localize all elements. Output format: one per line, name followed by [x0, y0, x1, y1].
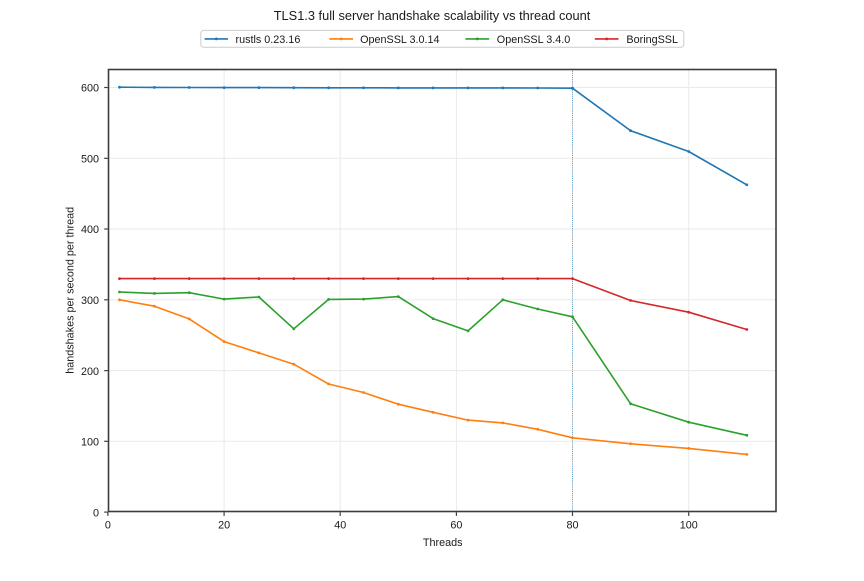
svg-text:Threads: Threads: [423, 537, 463, 549]
svg-text:60: 60: [450, 520, 462, 532]
svg-text:600: 600: [81, 83, 99, 95]
svg-text:400: 400: [81, 224, 99, 236]
svg-text:OpenSSL 3.4.0: OpenSSL 3.4.0: [497, 34, 570, 46]
svg-text:TLS1.3 full server handshake s: TLS1.3 full server handshake scalability…: [274, 8, 591, 23]
svg-text:300: 300: [81, 295, 99, 307]
svg-text:20: 20: [218, 520, 230, 532]
svg-text:500: 500: [81, 154, 99, 166]
svg-text:rustls 0.23.16: rustls 0.23.16: [236, 34, 301, 46]
svg-text:100: 100: [81, 437, 99, 449]
svg-text:0: 0: [93, 507, 99, 519]
svg-text:handshakes per second per thre: handshakes per second per thread: [65, 207, 77, 374]
svg-text:0: 0: [105, 520, 111, 532]
svg-text:BoringSSL: BoringSSL: [626, 34, 678, 46]
svg-text:100: 100: [680, 520, 698, 532]
svg-text:OpenSSL 3.0.14: OpenSSL 3.0.14: [360, 34, 439, 46]
svg-text:40: 40: [334, 520, 346, 532]
svg-text:200: 200: [81, 366, 99, 378]
svg-text:80: 80: [566, 520, 578, 532]
